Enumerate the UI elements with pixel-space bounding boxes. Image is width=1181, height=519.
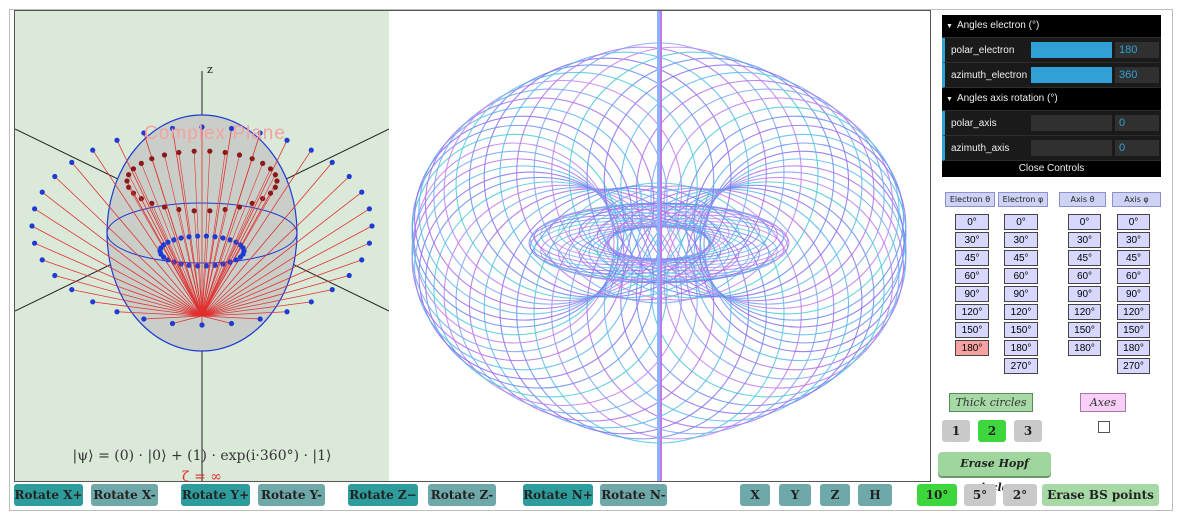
header-electron-phi: Electron φ (998, 192, 1048, 207)
header-electron-theta: Electron θ (945, 192, 995, 207)
azimuth-electron-control: azimuth_electron 360 (942, 63, 1161, 88)
electron-theta-angle-button[interactable]: 0° (955, 214, 989, 230)
azimuth-axis-control: azimuth_axis 0 (942, 136, 1161, 161)
controls-panel: ▼ Angles electron (°) polar_electron 180 … (942, 15, 1161, 177)
axis-phi-angle-button[interactable]: 60° (1117, 268, 1150, 284)
polar-electron-slider-fill (1031, 42, 1112, 58)
rotate-y-minus-button[interactable]: Rotate Y- (258, 484, 325, 506)
rotate-z-plus-button[interactable]: Rotate Z− (348, 484, 418, 506)
hopf-fibration-view[interactable] (389, 10, 931, 482)
axis-phi-angle-button[interactable]: 90° (1117, 286, 1150, 302)
azimuth-electron-slider[interactable] (1031, 67, 1112, 83)
axis-theta-angle-button[interactable]: 120° (1068, 304, 1101, 320)
app-frame (9, 9, 1173, 511)
hopf-fibration-canvas[interactable] (389, 11, 930, 481)
polar-electron-control: polar_electron 180 (942, 38, 1161, 63)
electron-theta-angle-button[interactable]: 90° (955, 286, 989, 302)
folder-axis-title: Angles axis rotation (°) (956, 93, 1058, 104)
thickness-2-button[interactable]: 2 (978, 420, 1006, 442)
electron-phi-angle-button[interactable]: 150° (1004, 322, 1038, 338)
axis-phi-angle-button[interactable]: 45° (1117, 250, 1150, 266)
zeta-value: ζ = ∞ (182, 469, 222, 482)
electron-phi-angle-button[interactable]: 90° (1004, 286, 1038, 302)
bloch-sphere-view[interactable]: z Complex Plane |ψ⟩ = (0) · |0⟩ + (1) · … (14, 10, 390, 482)
axis-theta-angle-button[interactable]: 150° (1068, 322, 1101, 338)
rotate-z-minus-button[interactable]: Rotate Z- (428, 484, 496, 506)
axis-phi-angle-button[interactable]: 270° (1117, 358, 1150, 374)
axis-phi-angle-button[interactable]: 180° (1117, 340, 1150, 356)
erase-bs-points-button[interactable]: Erase BS points (1042, 484, 1159, 506)
rotate-y-plus-button[interactable]: Rotate Y+ (181, 484, 250, 506)
axis-phi-angle-button[interactable]: 150° (1117, 322, 1150, 338)
azimuth-electron-input[interactable]: 360 (1115, 67, 1159, 83)
header-axis-theta: Axis θ (1059, 192, 1106, 207)
axis-theta-angle-button[interactable]: 180° (1068, 340, 1101, 356)
projection-lines (29, 124, 375, 328)
axis-theta-angle-button[interactable]: 90° (1068, 286, 1101, 302)
rotate-x-plus-button[interactable]: Rotate X+ (14, 484, 83, 506)
polar-electron-label: polar_electron (951, 45, 1015, 56)
z-axis-label: z (207, 63, 213, 76)
header-axis-phi: Axis φ (1112, 192, 1161, 207)
azimuth-axis-label: azimuth_axis (951, 143, 1010, 154)
collapse-triangle-icon: ▼ (946, 23, 953, 30)
axis-theta-angle-button[interactable]: 45° (1068, 250, 1101, 266)
axis-phi-angle-button[interactable]: 120° (1117, 304, 1150, 320)
azimuth-electron-slider-fill (1031, 67, 1112, 83)
electron-phi-angle-button[interactable]: 120° (1004, 304, 1038, 320)
azimuth-axis-input[interactable]: 0 (1115, 140, 1159, 156)
rotate-n-minus-button[interactable]: Rotate N- (600, 484, 667, 506)
erase-hopf-circles-button[interactable]: Erase Hopf circles (938, 452, 1051, 494)
azimuth-electron-label: azimuth_electron (951, 70, 1028, 81)
rotate-x-minus-button[interactable]: Rotate X- (91, 484, 158, 506)
electron-theta-angle-button[interactable]: 180° (955, 340, 989, 356)
view-x-button[interactable]: X (740, 484, 770, 506)
axis-theta-angle-button[interactable]: 30° (1068, 232, 1101, 248)
electron-theta-angle-button[interactable]: 30° (955, 232, 989, 248)
axes-checkbox[interactable] (1098, 421, 1110, 433)
electron-theta-angle-button[interactable]: 150° (955, 322, 989, 338)
rotate-n-plus-button[interactable]: Rotate N+ (523, 484, 593, 506)
vertical-axis-bar (657, 11, 662, 481)
polar-axis-input[interactable]: 0 (1115, 115, 1159, 131)
close-controls-button[interactable]: Close Controls (942, 161, 1161, 177)
axis-phi-angle-button[interactable]: 30° (1117, 232, 1150, 248)
folder-angles-electron[interactable]: ▼ Angles electron (°) (942, 15, 1161, 38)
collapse-triangle-icon: ▼ (946, 96, 953, 103)
electron-phi-angle-button[interactable]: 60° (1004, 268, 1038, 284)
axis-theta-angle-button[interactable]: 60° (1068, 268, 1101, 284)
electron-theta-angle-button[interactable]: 45° (955, 250, 989, 266)
electron-theta-angle-button[interactable]: 60° (955, 268, 989, 284)
electron-phi-angle-button[interactable]: 30° (1004, 232, 1038, 248)
electron-theta-angle-button[interactable]: 120° (955, 304, 989, 320)
axis-theta-angle-button[interactable]: 0° (1068, 214, 1101, 230)
state-equation: |ψ⟩ = (0) · |0⟩ + (1) · exp(i·360°) · |1… (72, 448, 332, 464)
view-h-button[interactable]: H (858, 484, 892, 506)
thickness-3-button[interactable]: 3 (1014, 420, 1042, 442)
thickness-1-button[interactable]: 1 (942, 420, 970, 442)
folder-angles-axis[interactable]: ▼ Angles axis rotation (°) (942, 88, 1161, 111)
axes-toggle[interactable]: Axes (1080, 393, 1126, 412)
polar-axis-slider[interactable] (1031, 115, 1112, 131)
step-10-button[interactable]: 10° (917, 484, 957, 506)
azimuth-axis-slider[interactable] (1031, 140, 1112, 156)
view-z-button[interactable]: Z (820, 484, 850, 506)
step-5-button[interactable]: 5° (964, 484, 996, 506)
electron-phi-angle-button[interactable]: 270° (1004, 358, 1038, 374)
polar-axis-control: polar_axis 0 (942, 111, 1161, 136)
polar-electron-input[interactable]: 180 (1115, 42, 1159, 58)
thick-circles-toggle[interactable]: Thick circles (949, 393, 1033, 412)
electron-phi-angle-button[interactable]: 0° (1004, 214, 1038, 230)
vertical-axis-bar (660, 11, 662, 481)
electron-phi-angle-button[interactable]: 180° (1004, 340, 1038, 356)
step-2-button[interactable]: 2° (1003, 484, 1037, 506)
complex-plane-label: Complex Plane (144, 123, 286, 144)
electron-phi-angle-button[interactable]: 45° (1004, 250, 1038, 266)
polar-axis-label: polar_axis (951, 118, 997, 129)
polar-electron-slider[interactable] (1031, 42, 1112, 58)
view-y-button[interactable]: Y (779, 484, 811, 506)
bloch-sphere-canvas[interactable]: z (15, 11, 389, 481)
folder-electron-title: Angles electron (°) (956, 20, 1040, 31)
axis-phi-angle-button[interactable]: 0° (1117, 214, 1150, 230)
